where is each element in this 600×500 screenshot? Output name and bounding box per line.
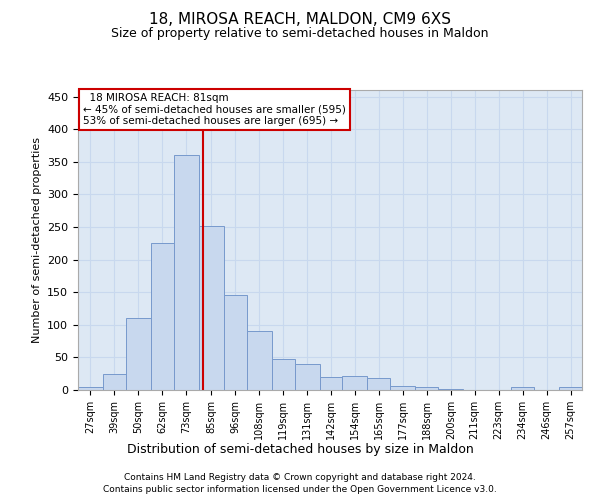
Text: 18, MIROSA REACH, MALDON, CM9 6XS: 18, MIROSA REACH, MALDON, CM9 6XS [149, 12, 451, 28]
Bar [343, 376, 367, 390]
Bar [126, 318, 151, 390]
Text: Contains public sector information licensed under the Open Government Licence v3: Contains public sector information licen… [103, 485, 497, 494]
Text: Contains HM Land Registry data © Crown copyright and database right 2024.: Contains HM Land Registry data © Crown c… [124, 472, 476, 482]
Bar [272, 360, 295, 390]
Bar [391, 386, 415, 390]
Bar [174, 155, 199, 390]
Bar [199, 226, 224, 390]
Bar [78, 386, 103, 390]
Bar [559, 388, 582, 390]
Bar [103, 374, 126, 390]
Bar [151, 244, 174, 390]
Bar [224, 296, 247, 390]
Bar [247, 332, 272, 390]
Bar [415, 386, 438, 390]
Y-axis label: Number of semi-detached properties: Number of semi-detached properties [32, 137, 41, 343]
Bar [367, 378, 391, 390]
Text: Size of property relative to semi-detached houses in Maldon: Size of property relative to semi-detach… [111, 28, 489, 40]
Text: 18 MIROSA REACH: 81sqm
← 45% of semi-detached houses are smaller (595)
53% of se: 18 MIROSA REACH: 81sqm ← 45% of semi-det… [83, 93, 346, 126]
Bar [511, 388, 534, 390]
Text: Distribution of semi-detached houses by size in Maldon: Distribution of semi-detached houses by … [127, 442, 473, 456]
Bar [295, 364, 320, 390]
Bar [320, 377, 343, 390]
